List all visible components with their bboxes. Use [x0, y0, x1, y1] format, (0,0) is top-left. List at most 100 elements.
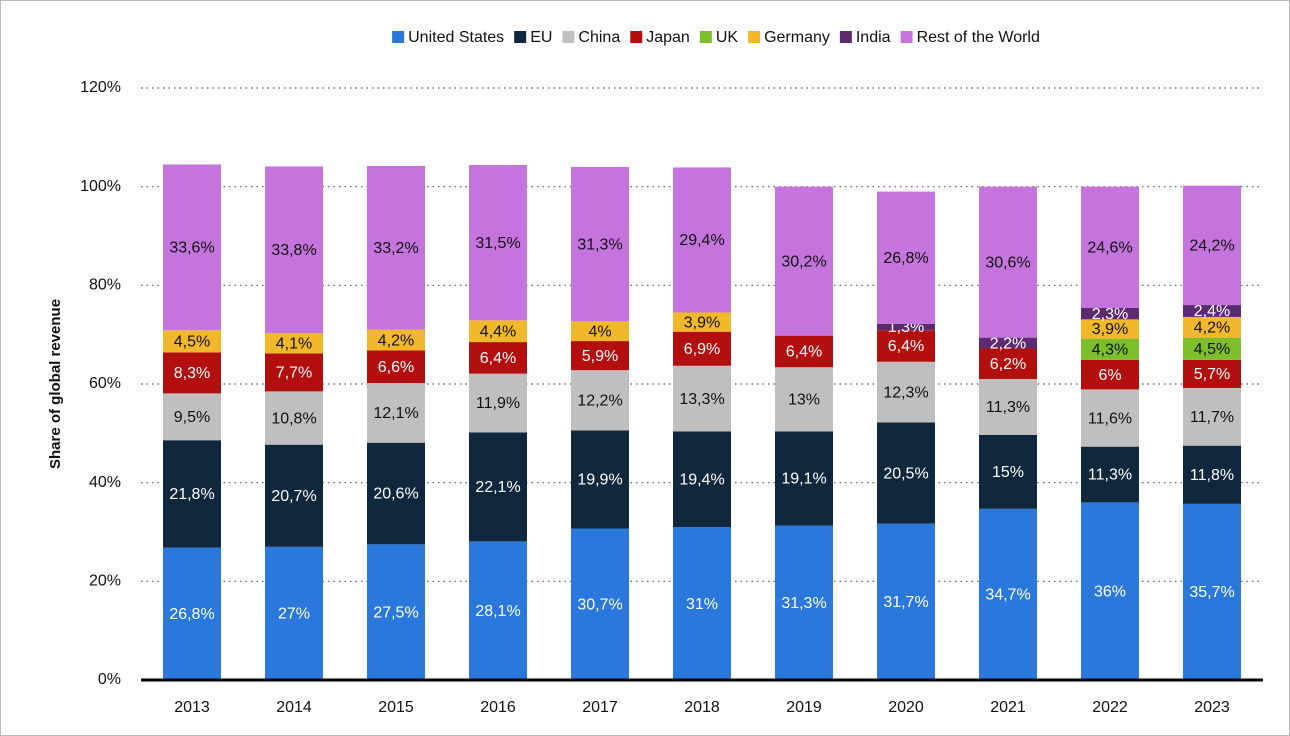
data-label: 11,9% [476, 395, 520, 412]
data-label: 30,7% [577, 596, 622, 613]
data-label: 3,9% [1092, 321, 1128, 338]
bar-segment [469, 432, 527, 542]
data-label: 19,9% [577, 472, 622, 489]
bar-segment [673, 431, 731, 528]
data-label: 27% [278, 606, 310, 623]
bar-segment [979, 434, 1037, 509]
bar-segment [1081, 338, 1139, 360]
data-label: 9,5% [174, 409, 210, 426]
bar-segment [367, 350, 425, 384]
y-axis-label: Share of global revenue [47, 299, 64, 469]
x-tick-label: 2013 [174, 699, 210, 716]
data-label: 4,3% [1092, 341, 1128, 358]
data-label: 29,4% [679, 232, 724, 249]
bar-segment [367, 442, 425, 545]
bar-segment [1183, 503, 1241, 680]
bar-segment [877, 361, 935, 423]
bar-segment [673, 331, 731, 366]
bar-segment [1183, 316, 1241, 338]
legend-label: Japan [646, 29, 690, 46]
data-label: 19,4% [679, 471, 724, 488]
bar-segment [877, 422, 935, 524]
data-label: 12,3% [883, 384, 928, 401]
bar-segment [163, 393, 221, 441]
data-label: 20,5% [883, 465, 928, 482]
x-tick-label: 2023 [1194, 699, 1230, 716]
bar-segment [367, 329, 425, 351]
data-label: 11,8% [1190, 467, 1234, 484]
data-label: 4,5% [1194, 341, 1230, 358]
data-label: 12,1% [373, 405, 418, 422]
data-label: 31,3% [781, 595, 826, 612]
bar-segment [1183, 185, 1241, 306]
bar-segment [979, 348, 1037, 380]
bar-segment [775, 525, 833, 680]
bar-segment [469, 164, 527, 321]
data-label: 35,7% [1189, 584, 1234, 601]
bar-segment [1183, 445, 1241, 504]
data-label: 11,3% [1088, 467, 1132, 484]
bar-segment [469, 320, 527, 343]
bar-segment [571, 528, 629, 680]
data-label: 12,2% [577, 392, 622, 409]
legend-swatch [839, 31, 852, 43]
bar-segment [163, 330, 221, 353]
bar-segment [1081, 389, 1139, 447]
bar-segment [673, 365, 731, 432]
bar-segment [265, 333, 323, 354]
x-tick-label: 2021 [990, 699, 1026, 716]
data-label: 6,4% [888, 338, 924, 355]
legend-swatch [392, 31, 405, 43]
data-label: 6,6% [378, 359, 414, 376]
data-label: 31,5% [475, 235, 520, 252]
data-label: 13,3% [679, 391, 724, 408]
legend-label: United States [408, 29, 504, 46]
data-label: 11,7% [1190, 409, 1234, 426]
x-tick-label: 2015 [378, 699, 414, 716]
data-label: 33,2% [373, 240, 418, 257]
bar-segment [1183, 305, 1241, 317]
legend-swatch [514, 31, 527, 43]
bar-segment [1183, 387, 1241, 446]
bar-segment [877, 330, 935, 362]
data-label: 6,4% [786, 344, 822, 361]
data-label: 5,9% [582, 348, 618, 365]
bar-segment [877, 191, 935, 324]
x-tick-label: 2016 [480, 699, 516, 716]
legend-label: Rest of the World [917, 29, 1040, 46]
legend-label: China [578, 29, 620, 46]
x-tick-label: 2017 [582, 699, 618, 716]
bar-segment [877, 323, 935, 331]
bar-segment [979, 379, 1037, 435]
bar-segment [673, 312, 731, 332]
bar-segment [1081, 186, 1139, 309]
data-label: 36% [1094, 583, 1126, 600]
x-tick-label: 2014 [276, 699, 312, 716]
data-label: 6% [1098, 367, 1121, 384]
legend-label: EU [530, 29, 552, 46]
bar-segment [367, 165, 425, 330]
data-label: 34,7% [985, 587, 1030, 604]
data-label: 20,6% [373, 486, 418, 503]
bar-segment [877, 523, 935, 680]
data-label: 2,4% [1194, 303, 1230, 320]
legend-swatch [699, 31, 712, 43]
y-tick-label: 0% [98, 671, 121, 688]
bar-segment [265, 166, 323, 334]
bar-segment [163, 547, 221, 680]
bar-segment [265, 353, 323, 392]
data-label: 19,1% [781, 471, 826, 488]
x-tick-label: 2022 [1092, 699, 1128, 716]
legend-swatch [630, 31, 643, 43]
bar-segment [979, 508, 1037, 680]
data-label: 13% [788, 392, 820, 409]
data-label: 24,6% [1087, 240, 1132, 257]
bar-segment [469, 541, 527, 680]
bar-segment [1183, 337, 1241, 360]
legend-swatch [900, 31, 913, 43]
bar-segment [775, 367, 833, 432]
data-label: 4,1% [276, 336, 312, 353]
data-label: 15% [992, 464, 1024, 481]
data-label: 4,5% [174, 334, 210, 351]
